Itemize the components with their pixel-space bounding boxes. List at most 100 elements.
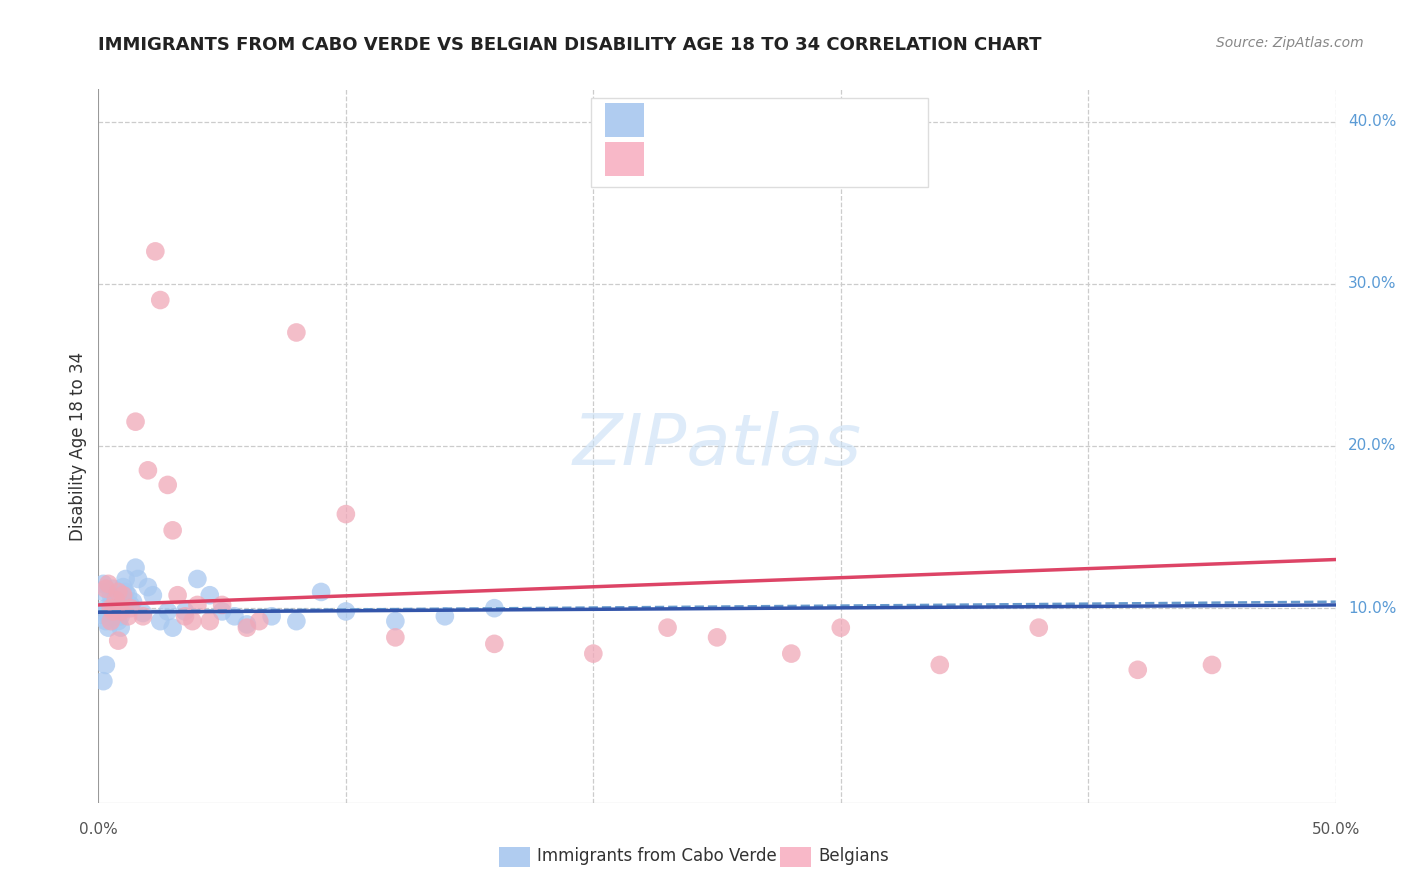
Text: Belgians: Belgians: [818, 847, 889, 865]
Point: [107, 588, 129, 602]
Point: [94, 614, 117, 628]
Point: [384, 631, 406, 645]
Point: [117, 588, 139, 602]
Point: [100, 598, 122, 612]
Point: [149, 293, 172, 307]
Point: [384, 614, 406, 628]
Point: [103, 604, 125, 618]
Point: [830, 621, 852, 635]
Point: [97, 609, 120, 624]
Point: [93, 577, 115, 591]
Point: [928, 657, 950, 672]
Text: Immigrants from Cabo Verde: Immigrants from Cabo Verde: [537, 847, 778, 865]
Point: [156, 604, 179, 618]
Point: [156, 478, 179, 492]
Point: [211, 598, 233, 612]
Point: [181, 614, 204, 628]
Point: [706, 631, 728, 645]
Point: [149, 614, 172, 628]
Point: [100, 588, 122, 602]
Text: IMMIGRANTS FROM CABO VERDE VS BELGIAN DISABILITY AGE 18 TO 34 CORRELATION CHART: IMMIGRANTS FROM CABO VERDE VS BELGIAN DI…: [98, 36, 1042, 54]
Point: [110, 609, 132, 624]
Point: [657, 621, 679, 635]
Text: 20.0%: 20.0%: [1348, 439, 1396, 453]
Point: [285, 614, 308, 628]
Point: [780, 647, 803, 661]
Point: [104, 593, 127, 607]
Point: [107, 601, 129, 615]
Point: [100, 601, 122, 615]
Point: [90, 607, 112, 622]
Point: [132, 609, 155, 624]
Point: [335, 604, 357, 618]
Point: [335, 507, 357, 521]
Point: [120, 598, 142, 612]
Point: [112, 588, 135, 602]
Point: [211, 604, 233, 618]
Point: [107, 633, 129, 648]
Text: R = 0.043: R = 0.043: [654, 150, 737, 168]
Text: 0.0%: 0.0%: [79, 822, 118, 838]
Point: [198, 614, 221, 628]
Point: [124, 560, 146, 574]
Text: R = 0.039: R = 0.039: [654, 112, 737, 129]
Point: [104, 595, 127, 609]
Point: [174, 604, 197, 618]
Point: [142, 588, 165, 602]
Text: N = 40: N = 40: [799, 150, 860, 168]
Point: [260, 609, 283, 624]
Point: [582, 647, 605, 661]
Point: [110, 621, 132, 635]
Point: [94, 657, 117, 672]
Point: [174, 609, 197, 624]
Point: [104, 609, 127, 624]
Point: [236, 621, 259, 635]
Text: 50.0%: 50.0%: [1312, 822, 1360, 838]
Y-axis label: Disability Age 18 to 34: Disability Age 18 to 34: [69, 351, 87, 541]
Point: [103, 582, 125, 596]
Point: [110, 604, 132, 618]
Point: [1028, 621, 1050, 635]
Point: [97, 577, 120, 591]
Point: [114, 585, 136, 599]
Point: [198, 588, 221, 602]
Point: [247, 614, 270, 628]
Point: [107, 614, 129, 628]
Point: [143, 244, 166, 259]
Point: [1201, 657, 1223, 672]
Point: [94, 601, 117, 615]
Point: [132, 606, 155, 620]
Point: [166, 588, 188, 602]
Point: [120, 601, 142, 615]
Point: [112, 591, 135, 606]
Point: [162, 621, 184, 635]
Point: [124, 415, 146, 429]
Point: [103, 591, 125, 606]
Text: Source: ZipAtlas.com: Source: ZipAtlas.com: [1216, 36, 1364, 50]
Text: 40.0%: 40.0%: [1348, 114, 1396, 129]
Text: 30.0%: 30.0%: [1348, 277, 1396, 292]
Point: [1126, 663, 1149, 677]
Point: [309, 585, 332, 599]
Point: [93, 674, 115, 689]
Point: [122, 595, 145, 609]
Point: [236, 617, 259, 632]
Point: [94, 582, 117, 596]
Point: [433, 609, 456, 624]
Point: [93, 585, 115, 599]
Point: [114, 572, 136, 586]
Point: [285, 326, 308, 340]
Text: ZIPatlas: ZIPatlas: [572, 411, 862, 481]
Point: [224, 609, 246, 624]
Point: [484, 601, 506, 615]
Point: [117, 609, 139, 624]
Point: [484, 637, 506, 651]
Point: [112, 580, 135, 594]
Point: [136, 463, 159, 477]
Point: [107, 585, 129, 599]
Text: 10.0%: 10.0%: [1348, 600, 1396, 615]
Text: N = 50: N = 50: [799, 112, 860, 129]
Point: [162, 524, 184, 538]
Point: [186, 572, 208, 586]
Point: [97, 621, 120, 635]
